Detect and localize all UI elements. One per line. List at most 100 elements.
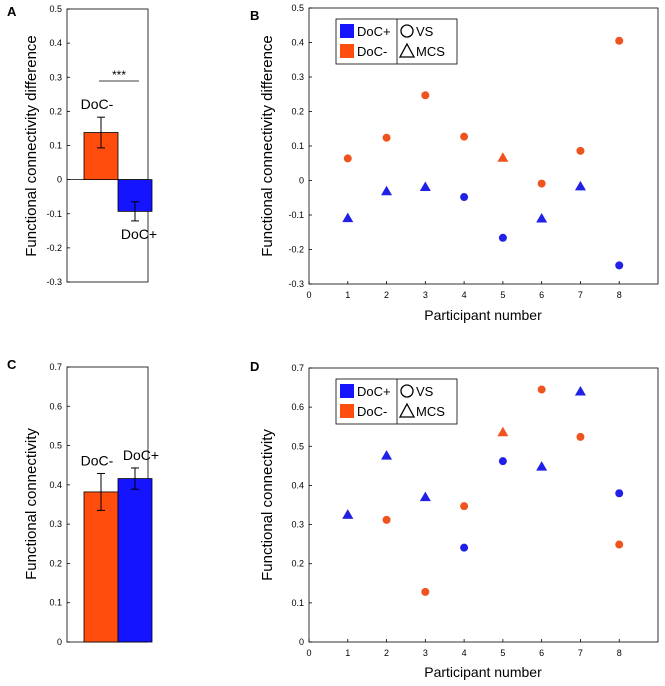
panel-b-y-tick-label: 0.2 — [291, 107, 304, 117]
panel-c: C Functional connectivity 0.70.60.50.40.… — [7, 357, 159, 647]
legend-doc-minus-swatch — [340, 404, 354, 418]
doc-minus-point-5 — [497, 426, 509, 437]
panel-d-ticks: 0.7 0.6 0.5 0.4 0.3 0.2 0.1 00 1 2 3 4 5 6 7 8 — [291, 363, 621, 658]
panel-d-legend: DoC+ DoC- VS MCS — [335, 378, 458, 425]
panel-d-x-tick-label: 0 — [306, 648, 311, 658]
doc-minus-point-1 — [343, 154, 352, 163]
panel-d-letter: D — [250, 359, 259, 374]
panel-c-y-tick-label: 0.3 — [49, 519, 62, 529]
panel-b-x-tick-label: 0 — [306, 290, 311, 300]
panel-a-y-tick-label: 0 — [57, 175, 62, 185]
panel-b-ticks: 0.50.40.30.20.10-0.1-0.2-0.30 1 2 3 4 5 6 7 8 — [288, 3, 621, 300]
panel-a-letter: A — [7, 4, 17, 19]
panel-d-y-tick-label: 0.4 — [291, 480, 304, 490]
panel-c-y-axis-label: Functional connectivity — [23, 428, 40, 580]
panel-d-x-axis-label: Participant number — [424, 664, 542, 680]
legend-vs-label: VS — [416, 24, 434, 39]
doc-plus-point-6 — [536, 461, 548, 471]
panel-d-x-tick-label: 7 — [578, 648, 583, 658]
panel-b-y-tick-label: -0.1 — [288, 210, 304, 220]
panel-a-marks: DoC- DoC+ — [67, 96, 157, 242]
doc-minus-point-3 — [421, 91, 430, 100]
panel-a-y-tick-label: 0.2 — [49, 106, 62, 116]
bar-label-doc-minus: DoC- — [81, 96, 114, 112]
panel-a-y-tick-label: 0.4 — [49, 38, 62, 48]
panel-d-y-tick-label: 0.3 — [291, 520, 304, 530]
panel-a-y-tick-label: -0.1 — [46, 209, 62, 219]
panel-b-y-tick-label: -0.2 — [288, 245, 304, 255]
doc-minus-point-7 — [576, 146, 585, 155]
doc-minus-point-4 — [460, 132, 469, 141]
panel-d-x-tick-label: 8 — [617, 648, 622, 658]
legend-mcs-label: MCS — [416, 404, 445, 419]
panel-b: B Functional connectivity difference Par… — [250, 3, 659, 323]
doc-plus-point-4 — [460, 543, 469, 552]
panel-d-x-tick-label: 5 — [500, 648, 505, 658]
legend-vs-circle-icon — [400, 24, 414, 38]
panel-a: A Functional connectivity difference 0.5… — [7, 4, 157, 287]
legend-doc-plus-label: DoC+ — [357, 24, 391, 39]
bar-doc-plus — [117, 478, 153, 643]
doc-minus-point-8 — [615, 540, 624, 549]
panel-b-x-tick-label: 4 — [462, 290, 467, 300]
doc-plus-point-8 — [615, 489, 624, 498]
panel-c-y-tick-label: 0.4 — [49, 480, 62, 490]
doc-minus-point-6 — [537, 385, 546, 394]
doc-plus-point-8 — [615, 261, 624, 270]
doc-plus-point-3 — [419, 181, 431, 192]
legend-box — [335, 18, 458, 65]
panel-a-y-axis-label: Functional connectivity difference — [23, 35, 40, 257]
doc-minus-point-3 — [421, 587, 430, 596]
panel-a-y-tick-label: 0.5 — [49, 4, 62, 14]
bar-label-doc-plus: DoC+ — [123, 447, 159, 463]
doc-plus-point-3 — [419, 491, 431, 502]
doc-plus-point-5 — [498, 233, 507, 242]
legend-mcs-triangle-icon — [398, 42, 416, 58]
panel-c-marks: DoC- DoC+ — [81, 447, 159, 643]
panel-b-letter: B — [250, 8, 259, 23]
bar-doc-minus — [83, 491, 119, 643]
panel-b-marks — [342, 36, 624, 270]
legend-doc-minus-swatch — [340, 44, 354, 58]
panel-b-x-axis-label: Participant number — [424, 307, 542, 323]
panel-b-x-tick-label: 5 — [500, 290, 505, 300]
panel-d-x-tick-label: 4 — [462, 648, 467, 658]
panel-d-axes-box — [308, 367, 659, 643]
legend-doc-minus-label: DoC- — [357, 404, 387, 419]
doc-plus-point-1 — [342, 509, 354, 519]
panel-d-y-tick-label: 0.1 — [291, 598, 304, 608]
panel-b-x-tick-label: 2 — [384, 290, 389, 300]
panel-d-y-tick-label: 0.6 — [291, 402, 304, 412]
panel-d-y-tick-label: 0 — [299, 637, 304, 647]
panel-b-y-tick-label: 0.4 — [291, 38, 304, 48]
legend-mcs-triangle-icon — [398, 402, 416, 418]
panel-b-x-tick-label: 1 — [345, 290, 350, 300]
legend-mcs-label: MCS — [416, 44, 445, 59]
panel-a-y-tick-label: 0.1 — [49, 141, 62, 151]
panel-c-y-tick-label: 0.5 — [49, 441, 62, 451]
panel-b-legend: DoC+ DoC- VS MCS — [335, 18, 458, 65]
legend-doc-plus-label: DoC+ — [357, 384, 391, 399]
panel-d-marks — [342, 385, 624, 596]
panel-c-letter: C — [7, 357, 17, 372]
legend-doc-plus-swatch — [340, 384, 354, 398]
panel-b-y-tick-label: 0.1 — [291, 141, 304, 151]
doc-plus-point-1 — [342, 212, 354, 223]
panel-d-x-tick-label: 6 — [539, 648, 544, 658]
panel-c-y-tick-label: 0.1 — [49, 598, 62, 608]
panel-a-y-tick-label: 0.3 — [49, 72, 62, 82]
doc-minus-point-7 — [576, 432, 585, 441]
doc-plus-point-2 — [381, 185, 393, 196]
panel-a-y-tick-label: -0.2 — [46, 243, 62, 253]
doc-plus-point-6 — [536, 212, 548, 223]
legend-doc-plus-swatch — [340, 24, 354, 38]
bar-label-doc-minus: DoC- — [81, 452, 114, 468]
doc-minus-point-2 — [382, 515, 391, 524]
panel-b-y-tick-label: 0.5 — [291, 3, 304, 13]
panel-c-y-tick-label: 0.7 — [49, 362, 62, 372]
panel-a-y-ticks: 0.5 0.4 0.3 0.2 0.1 0 -0.1 -0.2 -0.3 — [46, 4, 70, 287]
legend-vs-circle-icon — [400, 384, 414, 398]
panel-b-x-tick-label: 8 — [617, 290, 622, 300]
panel-d-y-tick-label: 0.2 — [291, 559, 304, 569]
